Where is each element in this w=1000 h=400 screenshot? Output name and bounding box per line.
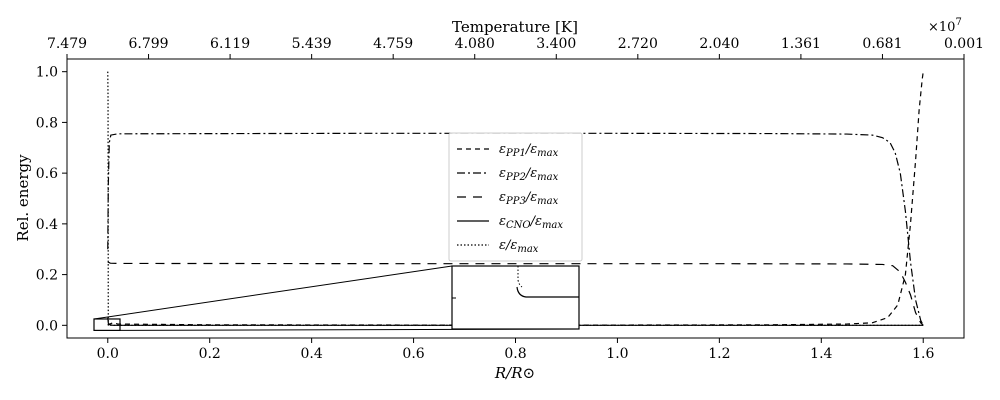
zoom-source-box <box>93 318 121 331</box>
series-line <box>107 71 924 326</box>
x-axis-label: R/R⊙ <box>494 364 535 382</box>
x-tick-label: 1.0 <box>606 346 628 362</box>
legend-label: εPP2/εmax <box>499 166 559 183</box>
inset-dotted-curve <box>517 266 523 288</box>
top-tick-label: 6.799 <box>128 36 168 52</box>
series-line <box>107 132 924 326</box>
y-axis-ticks: 0.0 0.2 0.4 0.6 0.8 1.0 <box>36 65 67 334</box>
x-tick-label: 0.8 <box>504 346 526 362</box>
inset-solid-curve <box>516 286 579 298</box>
x-tick-label: 0.0 <box>97 346 119 362</box>
top-axis-label: Temperature [K] <box>452 18 578 36</box>
legend: εPP1/εmax εPP2/εmax εPP3/εmax εCNO/εmax ε/εm… <box>448 132 583 262</box>
x-tick-label: 1.4 <box>810 346 832 362</box>
top-tick-label: 2.720 <box>618 36 658 52</box>
top-tick-label: 5.439 <box>292 36 332 52</box>
top-tick-label: 4.759 <box>373 36 413 52</box>
y-tick-label: 0.8 <box>36 115 58 131</box>
series-line <box>107 261 924 326</box>
series-lines <box>107 71 924 326</box>
y-tick-label: 0.4 <box>36 217 58 233</box>
top-tick-label: 4.080 <box>455 36 495 52</box>
x-axis-ticks: 0.0 0.2 0.4 0.6 0.8 1.0 1.2 1.4 1.6 <box>97 338 934 362</box>
x-tick-label: 1.2 <box>708 346 730 362</box>
legend-label: εCNO/εmax <box>499 214 563 231</box>
top-tick-label: 0.001 <box>944 36 984 52</box>
top-tick-label: 3.400 <box>536 36 576 52</box>
top-axis-ticks: 7.479 6.799 6.119 5.439 4.759 4.080 3.400 2.720… <box>47 36 984 59</box>
x-tick-label: 0.6 <box>402 346 424 362</box>
top-tick-label: 2.040 <box>699 36 739 52</box>
y-tick-label: 0.0 <box>36 318 58 334</box>
legend-label: εPP3/εmax <box>499 190 559 207</box>
y-tick-label: 0.6 <box>36 166 58 182</box>
y-axis-label: Rel. energy <box>14 154 32 242</box>
x-tick-label: 0.2 <box>199 346 221 362</box>
top-axis-multiplier: ×107 <box>928 17 962 35</box>
legend-box <box>448 132 583 262</box>
zoom-inset <box>93 265 580 331</box>
y-tick-label: 0.2 <box>36 268 58 284</box>
x-tick-label: 0.4 <box>301 346 323 362</box>
y-tick-label: 1.0 <box>36 65 58 81</box>
top-tick-label: 1.361 <box>781 36 821 52</box>
top-tick-label: 7.479 <box>47 36 87 52</box>
zoom-connector <box>93 265 453 320</box>
x-tick-label: 1.6 <box>912 346 934 362</box>
top-tick-label: 0.681 <box>862 36 902 52</box>
legend-label: ε/εmax <box>499 238 539 255</box>
top-tick-label: 6.119 <box>210 36 250 52</box>
legend-label: εPP1/εmax <box>499 142 559 159</box>
